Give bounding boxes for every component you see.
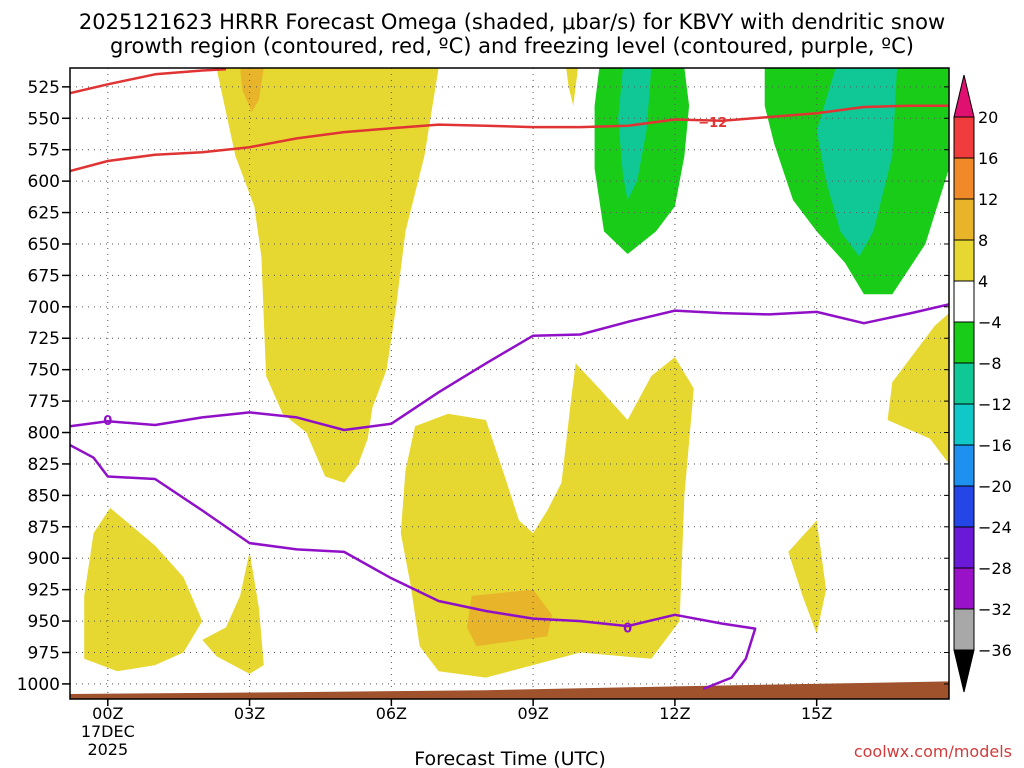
y-tick-label-750: 750 bbox=[28, 361, 60, 381]
contour-label-1: 0 bbox=[103, 414, 112, 429]
x-date-label-year: 2025 bbox=[87, 740, 128, 759]
x-tick-label-15Z: 15Z bbox=[801, 704, 832, 723]
y-tick-label-1000: 1000 bbox=[17, 675, 60, 695]
colorbar-swatch-0 bbox=[953, 116, 975, 159]
contour-purple-0-freezing bbox=[70, 303, 949, 432]
y-tick-label-650: 650 bbox=[28, 235, 60, 255]
colorbar-swatch-2 bbox=[953, 198, 975, 241]
colorbar-swatch-4 bbox=[953, 280, 975, 323]
y-tick-label-550: 550 bbox=[28, 109, 60, 129]
colorbar-label-1: 16 bbox=[978, 149, 998, 168]
omega-shade-region-3 bbox=[84, 507, 203, 672]
y-tick-label-950: 950 bbox=[28, 612, 60, 632]
omega-shade-region-6 bbox=[887, 313, 949, 464]
omega-shade-region-10 bbox=[594, 68, 690, 254]
colorbar-swatch-10 bbox=[953, 526, 975, 569]
colorbar-label-8: −16 bbox=[978, 436, 1012, 455]
contour-label-2: 0 bbox=[623, 621, 632, 636]
omega-shade-region-13 bbox=[816, 68, 897, 257]
x-axis-label: Forecast Time (UTC) bbox=[414, 748, 605, 768]
omega-shade-region-8 bbox=[467, 589, 552, 647]
omega-shading bbox=[84, 68, 949, 678]
terrain-surface bbox=[70, 681, 949, 699]
terrain bbox=[70, 681, 949, 699]
contour-red-minus12-lower bbox=[70, 104, 949, 173]
omega-shade-region-12 bbox=[618, 68, 652, 200]
omega-shade-region-0 bbox=[216, 68, 439, 483]
colorbar-swatch-5 bbox=[953, 321, 975, 364]
colorbar-swatch-7 bbox=[953, 403, 975, 446]
contour-labels: −12 0 0 bbox=[103, 116, 727, 636]
y-tick-label-850: 850 bbox=[28, 486, 60, 506]
colorbar-label-10: −24 bbox=[978, 518, 1012, 537]
colorbar-swatch-11 bbox=[953, 567, 975, 610]
colorbar-label-12: −32 bbox=[978, 600, 1012, 619]
colorbar: 20 16 12 8 4 −4 −8 −12 −16 −20 −24 −28 −32 −36 bbox=[953, 74, 1012, 693]
y-tick-label-575: 575 bbox=[28, 141, 60, 161]
colorbar-label-7: −12 bbox=[978, 395, 1012, 414]
y-tick-label-925: 925 bbox=[28, 581, 60, 601]
contour-purple-0-lower bbox=[70, 443, 757, 691]
contour-red-minus12-upper bbox=[70, 68, 227, 95]
y-tick-label-700: 700 bbox=[28, 298, 60, 318]
x-tick-label-09Z: 09Z bbox=[517, 704, 548, 723]
omega-shade-region-4 bbox=[202, 551, 264, 674]
colorbar-label-11: −28 bbox=[978, 559, 1012, 578]
colorbar-swatch-9 bbox=[953, 485, 975, 528]
colorbar-label-3: 8 bbox=[978, 231, 988, 250]
y-tick-label-675: 675 bbox=[28, 266, 60, 286]
y-tick-label-800: 800 bbox=[28, 424, 60, 444]
chart-title-line-2: growth region (contoured, red, ºC) and f… bbox=[110, 34, 914, 58]
chart-title-line-1: 2025121623 HRRR Forecast Omega (shaded, … bbox=[79, 10, 945, 34]
y-tick-label-775: 775 bbox=[28, 392, 60, 412]
colorbar-swatch-8 bbox=[953, 444, 975, 487]
y-tick-label-975: 975 bbox=[28, 643, 60, 663]
colorbar-bottom-arrow bbox=[953, 649, 975, 693]
colorbar-label-6: −8 bbox=[978, 354, 1002, 373]
colorbar-top-arrow bbox=[953, 74, 975, 118]
y-axis: 525 550 575 600 625 650 675 700 725 750 775 800 825 8… bbox=[17, 78, 949, 695]
x-tick-label-03Z: 03Z bbox=[234, 704, 265, 723]
colorbar-swatch-1 bbox=[953, 157, 975, 200]
omega-shade-region-2 bbox=[566, 68, 578, 106]
y-tick-label-875: 875 bbox=[28, 518, 60, 538]
y-tick-label-525: 525 bbox=[28, 78, 60, 98]
x-tick-label-12Z: 12Z bbox=[659, 704, 690, 723]
plot-frame bbox=[69, 67, 950, 700]
colorbar-label-13: −36 bbox=[978, 641, 1012, 660]
y-tick-label-725: 725 bbox=[28, 329, 60, 349]
y-tick-label-600: 600 bbox=[28, 172, 60, 192]
credit-text: coolwx.com/models bbox=[854, 742, 1012, 761]
contour-lines bbox=[70, 68, 949, 691]
contour-label-0: −12 bbox=[698, 116, 727, 131]
colorbar-label-4: 4 bbox=[978, 272, 988, 291]
colorbar-label-5: −4 bbox=[978, 313, 1002, 332]
colorbar-swatch-12 bbox=[953, 608, 975, 651]
x-tick-label-06Z: 06Z bbox=[376, 704, 407, 723]
colorbar-label-9: −20 bbox=[978, 477, 1012, 496]
colorbar-label-0: 20 bbox=[978, 108, 998, 127]
x-tick-label-00Z: 00Z bbox=[92, 704, 123, 723]
omega-shade-region-9 bbox=[240, 68, 264, 112]
gridlines bbox=[70, 68, 949, 699]
y-tick-label-625: 625 bbox=[28, 204, 60, 224]
x-date-label-day: 17DEC bbox=[81, 722, 135, 741]
y-tick-label-900: 900 bbox=[28, 549, 60, 569]
colorbar-label-2: 12 bbox=[978, 190, 998, 209]
plot-area: −12 0 0 bbox=[70, 68, 949, 699]
colorbar-swatch-6 bbox=[953, 362, 975, 405]
colorbar-swatch-3 bbox=[953, 239, 975, 282]
y-tick-label-825: 825 bbox=[28, 455, 60, 475]
